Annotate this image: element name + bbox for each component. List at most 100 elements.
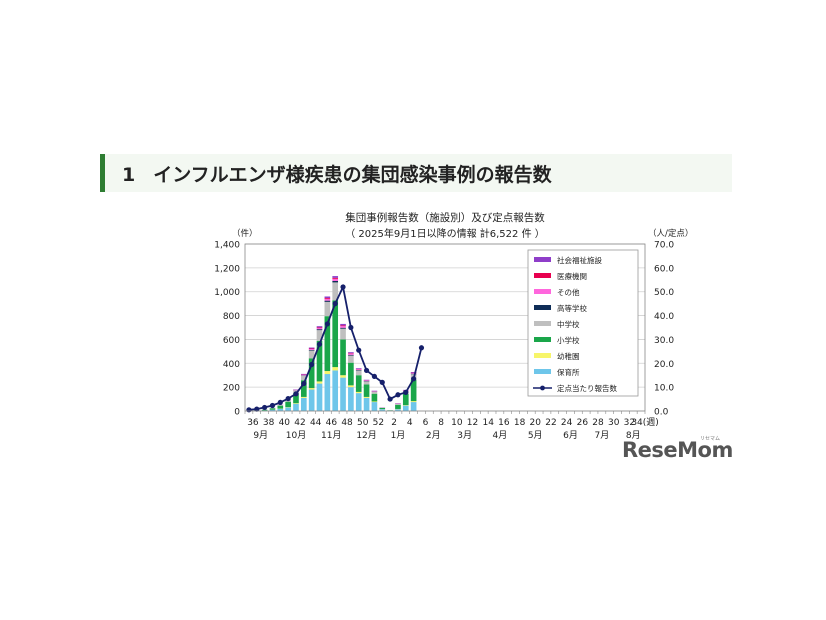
bar-segment — [340, 323, 346, 326]
bars — [253, 276, 417, 411]
bar-segment — [285, 401, 291, 408]
legend-label: 幼稚園 — [557, 351, 580, 361]
month-label: 1月 — [391, 430, 406, 441]
bar-segment — [348, 385, 354, 388]
month-label: 4月 — [493, 430, 508, 441]
bar-segment — [395, 404, 401, 409]
legend-swatch — [534, 257, 551, 262]
x-tick-label: 42 — [294, 418, 305, 428]
bar-segment — [308, 388, 315, 390]
section-heading: 1 インフルエンザ様疾患の集団感染事例の報告数 — [100, 154, 732, 192]
bar-segment — [332, 282, 339, 301]
y-right-tick: 20.0 — [654, 360, 674, 370]
bar-segment — [348, 353, 354, 355]
line-point — [254, 406, 260, 412]
bar-segment — [363, 384, 370, 397]
x-tick-label: 48 — [341, 418, 353, 428]
month-label: 8月 — [626, 430, 641, 441]
bar-segment — [348, 352, 354, 354]
y-left-label: （件） — [232, 228, 258, 239]
x-tick-label: 16 — [498, 418, 510, 428]
legend-swatch — [534, 369, 551, 374]
bar-segment — [355, 369, 362, 370]
legend-label: 小学校 — [557, 335, 580, 345]
line-point — [293, 391, 299, 397]
heading-title: インフルエンザ様疾患の集団感染事例の報告数 — [153, 164, 552, 186]
bar-segment — [340, 326, 346, 328]
line-point — [411, 376, 417, 382]
bar-segment — [340, 377, 346, 411]
x-tick-label: 46 — [326, 418, 338, 428]
bar-segment — [355, 393, 362, 411]
x-tick-label: 18 — [514, 418, 526, 428]
legend-swatch — [534, 305, 551, 310]
axes — [244, 243, 646, 414]
bar-segment — [340, 339, 346, 376]
month-label: 5月 — [528, 430, 543, 441]
x-tick-label: 30 — [608, 418, 620, 428]
y-left-tick: 600 — [223, 336, 240, 346]
bar-segment — [316, 327, 323, 330]
bar-segment — [316, 327, 323, 328]
y-right-label: （人/定点） — [648, 228, 693, 239]
bar-segment — [410, 373, 417, 374]
bar-segment — [301, 374, 307, 376]
x-tick-label: 24 — [561, 418, 573, 428]
legend-swatch — [534, 273, 551, 278]
bar-segment — [285, 407, 291, 411]
legend-label: 社会福祉施設 — [557, 255, 602, 265]
bar-segment — [332, 367, 339, 371]
bar-segment — [301, 373, 307, 375]
bar-segment — [363, 397, 370, 411]
bar-segment — [316, 326, 323, 328]
bar-segment — [355, 391, 362, 394]
legend-swatch — [534, 321, 551, 326]
x-tick-label: 52 — [373, 418, 384, 428]
line-point — [379, 379, 385, 385]
y-left-tick: 0 — [234, 408, 240, 418]
bar-segment — [293, 403, 299, 404]
bar-segment — [379, 407, 386, 410]
bar-segment — [332, 276, 339, 278]
bar-segment — [363, 381, 370, 385]
bar-segment — [308, 347, 315, 349]
y-right-tick: 0.0 — [654, 408, 669, 418]
bar-segment — [269, 408, 276, 410]
y-left-tick: 200 — [223, 384, 240, 394]
line-point — [246, 407, 252, 413]
bar-segment — [348, 354, 354, 356]
bar-segment — [340, 375, 346, 378]
x-tick-label: 12 — [467, 418, 478, 428]
bar-segment — [277, 405, 284, 409]
bar-segment — [316, 340, 323, 382]
plot-frame — [244, 243, 646, 412]
legend-swatch — [534, 353, 551, 358]
line-point — [301, 380, 307, 387]
y-right-tick: 70.0 — [654, 241, 674, 251]
bar-segment — [371, 391, 378, 394]
x-tick-label: 34(週) — [631, 417, 658, 428]
bar-segment — [348, 362, 354, 386]
bar-segment — [301, 380, 307, 397]
bar-segment — [410, 379, 417, 402]
bar-segment — [410, 402, 417, 411]
bar-segment — [324, 300, 331, 302]
y-left-tick: 1,000 — [214, 288, 240, 298]
x-tick-label: 44 — [310, 418, 322, 428]
month-label: 7月 — [594, 430, 609, 441]
y-right-tick: 50.0 — [654, 288, 674, 298]
bar-segment — [348, 387, 354, 411]
line-point — [356, 347, 362, 353]
bar-segment — [332, 278, 339, 281]
x-tick-label: 2 — [391, 418, 397, 428]
x-tick-label: 26 — [577, 418, 589, 428]
bar-segment — [332, 370, 339, 411]
line-point — [285, 395, 291, 402]
month-label: 10月 — [286, 430, 306, 441]
bar-segment — [324, 374, 331, 411]
y-left-tick: 1,400 — [214, 241, 240, 251]
y-left-tick: 1,200 — [214, 264, 240, 274]
line-point — [309, 361, 315, 368]
bar-segment — [277, 408, 284, 411]
